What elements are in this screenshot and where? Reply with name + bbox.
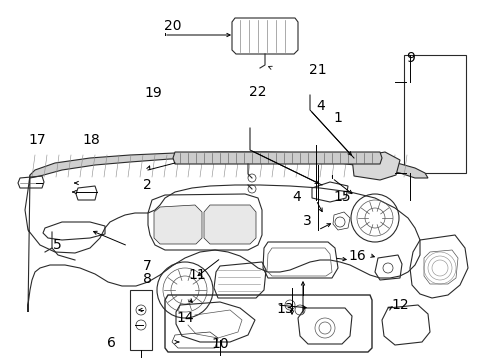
Text: 7: 7 — [142, 260, 151, 273]
Polygon shape — [30, 152, 427, 178]
Text: 14: 14 — [176, 311, 193, 324]
Text: 8: 8 — [142, 272, 151, 286]
Polygon shape — [173, 152, 381, 164]
Text: 1: 1 — [333, 111, 342, 125]
Text: 16: 16 — [347, 249, 365, 263]
Text: 5: 5 — [53, 238, 61, 252]
Bar — [403, 55, 465, 173]
Text: 4: 4 — [316, 99, 325, 113]
Text: 10: 10 — [211, 337, 228, 351]
Text: 17: 17 — [28, 133, 46, 147]
Text: 2: 2 — [142, 178, 151, 192]
Text: 11: 11 — [188, 269, 205, 282]
Text: 6: 6 — [107, 336, 116, 350]
Text: 15: 15 — [333, 190, 350, 203]
Text: 18: 18 — [82, 133, 100, 147]
Text: 22: 22 — [249, 85, 266, 99]
Polygon shape — [351, 152, 399, 180]
Polygon shape — [203, 205, 256, 244]
Text: 19: 19 — [144, 86, 162, 100]
Text: 21: 21 — [308, 63, 326, 77]
Text: 9: 9 — [406, 51, 414, 64]
Text: 3: 3 — [303, 215, 311, 228]
Text: 13: 13 — [276, 302, 293, 316]
Text: 4: 4 — [292, 190, 301, 204]
Polygon shape — [154, 205, 202, 244]
Text: 20: 20 — [164, 19, 182, 33]
Text: 12: 12 — [390, 298, 408, 312]
